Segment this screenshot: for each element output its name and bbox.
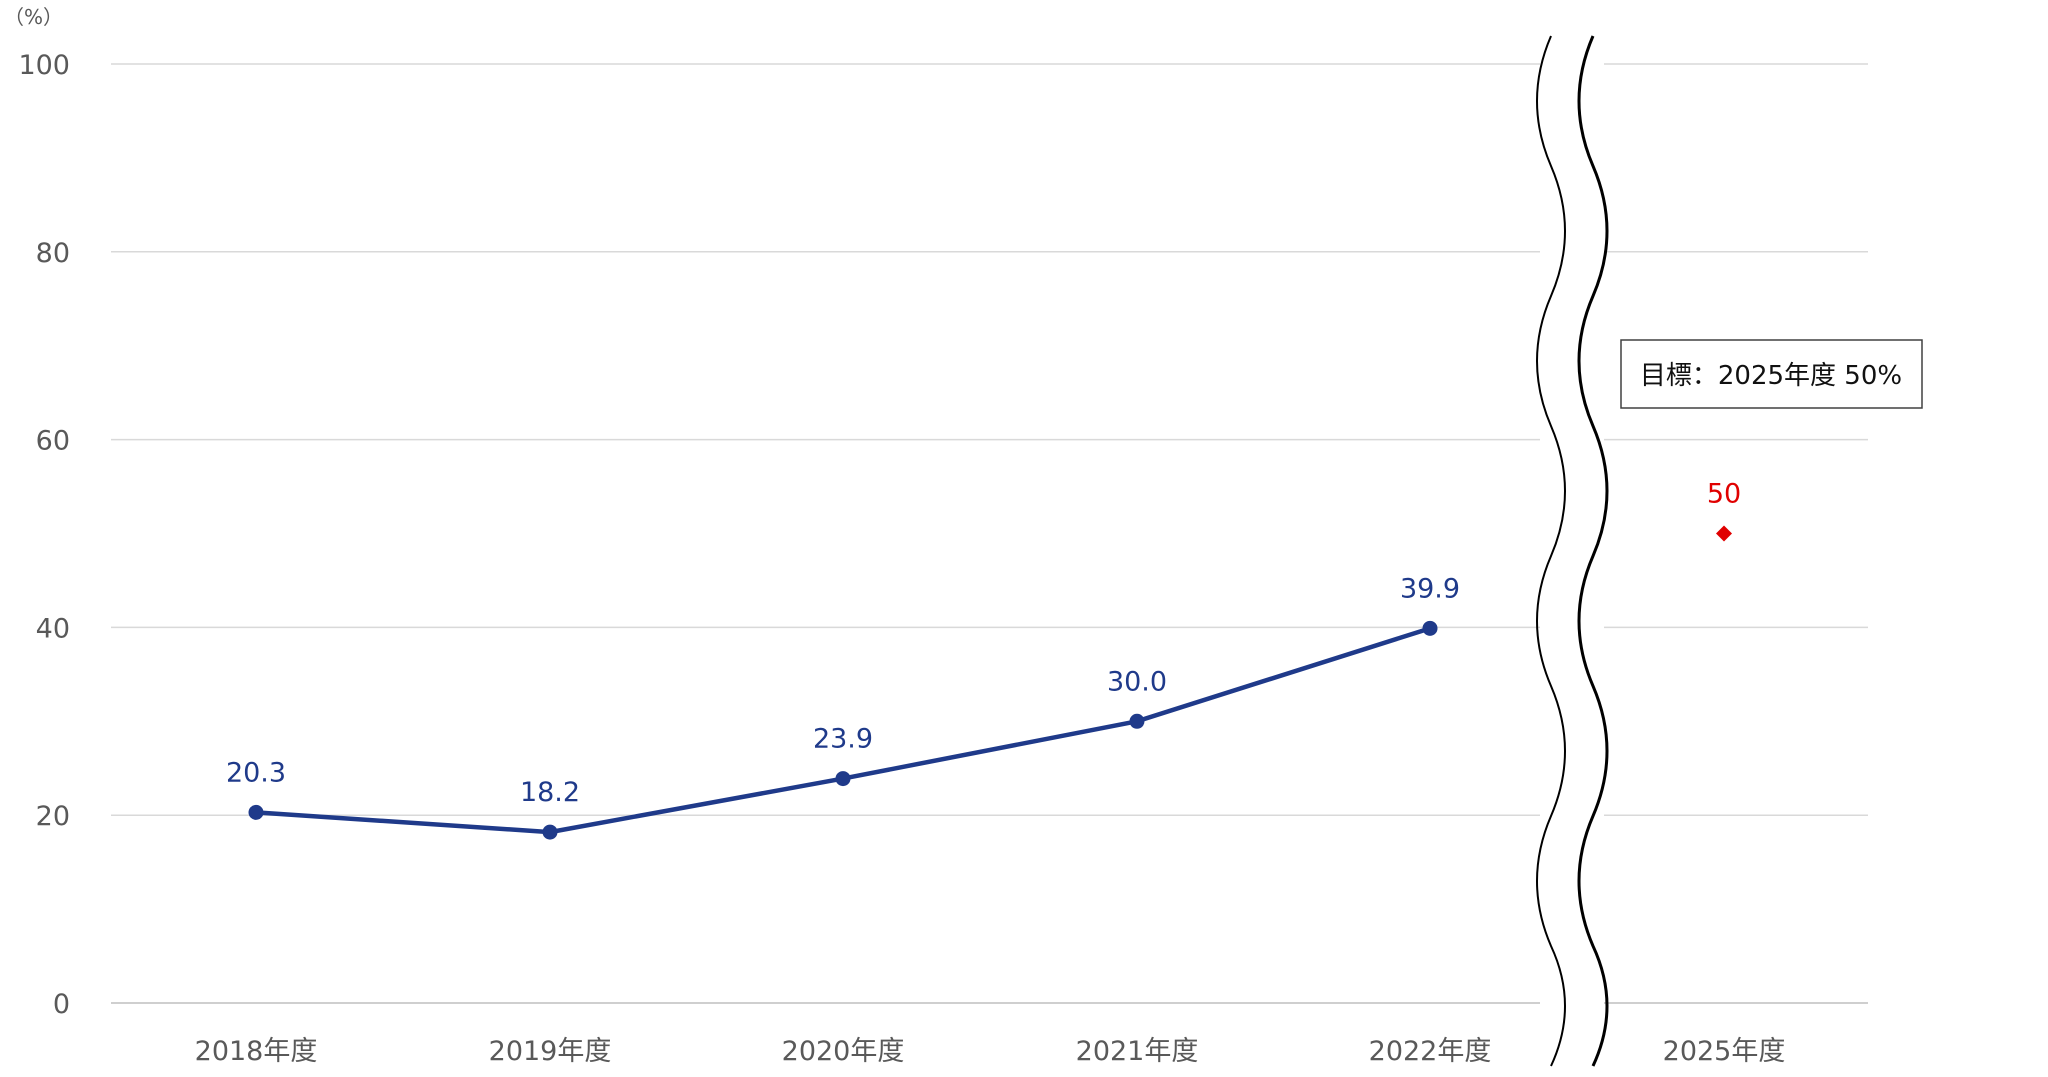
data-label: 50: [1707, 479, 1741, 510]
data-label: 20.3: [226, 757, 286, 788]
data-label: 18.2: [520, 777, 580, 808]
y-tick-label: 0: [53, 989, 70, 1020]
break-line-left: [1536, 35, 1566, 1067]
data-point-marker: [542, 824, 558, 840]
y-tick-label: 60: [36, 426, 70, 457]
data-point-marker: [1422, 620, 1438, 636]
x-tick-label: 2021年度: [1076, 1036, 1199, 1067]
data-label: 23.9: [813, 724, 873, 755]
data-point-marker: [1716, 525, 1732, 542]
x-tick-label: 2018年度: [195, 1036, 318, 1067]
x-tick-label: 2022年度: [1369, 1036, 1492, 1067]
x-tick-label: 2025年度: [1663, 1036, 1786, 1067]
y-tick-label: 40: [36, 613, 70, 644]
y-tick-label: 20: [36, 801, 70, 832]
break-fill: [1540, 36, 1604, 1066]
data-label: 30.0: [1107, 666, 1167, 697]
data-point-marker: [835, 771, 851, 787]
y-axis-ticks: 0 20 40 60 80 100: [18, 50, 70, 1020]
x-tick-label: 2019年度: [489, 1036, 612, 1067]
axis-break-symbol: [1536, 35, 1609, 1067]
data-point-marker: [248, 804, 264, 820]
series-layer: 20.3 18.2 23.9 30.0 39.9 50: [226, 479, 1741, 840]
annotation-text: 目標：2025年度 50%: [1640, 361, 1902, 391]
data-point-marker: [1129, 713, 1145, 729]
x-axis-ticks: 2018年度 2019年度 2020年度 2021年度 2022年度 2025年度: [195, 1036, 1786, 1067]
break-line-right: [1577, 35, 1609, 1067]
annotation-box: [1620, 339, 1923, 409]
y-tick-label: 100: [18, 50, 70, 81]
target-annotation: 目標：2025年度 50%: [1620, 339, 1923, 409]
data-label: 39.9: [1400, 573, 1460, 604]
y-tick-label: 80: [36, 238, 70, 269]
x-tick-label: 2020年度: [782, 1036, 905, 1067]
y-axis-unit-label: （%）: [4, 5, 63, 29]
